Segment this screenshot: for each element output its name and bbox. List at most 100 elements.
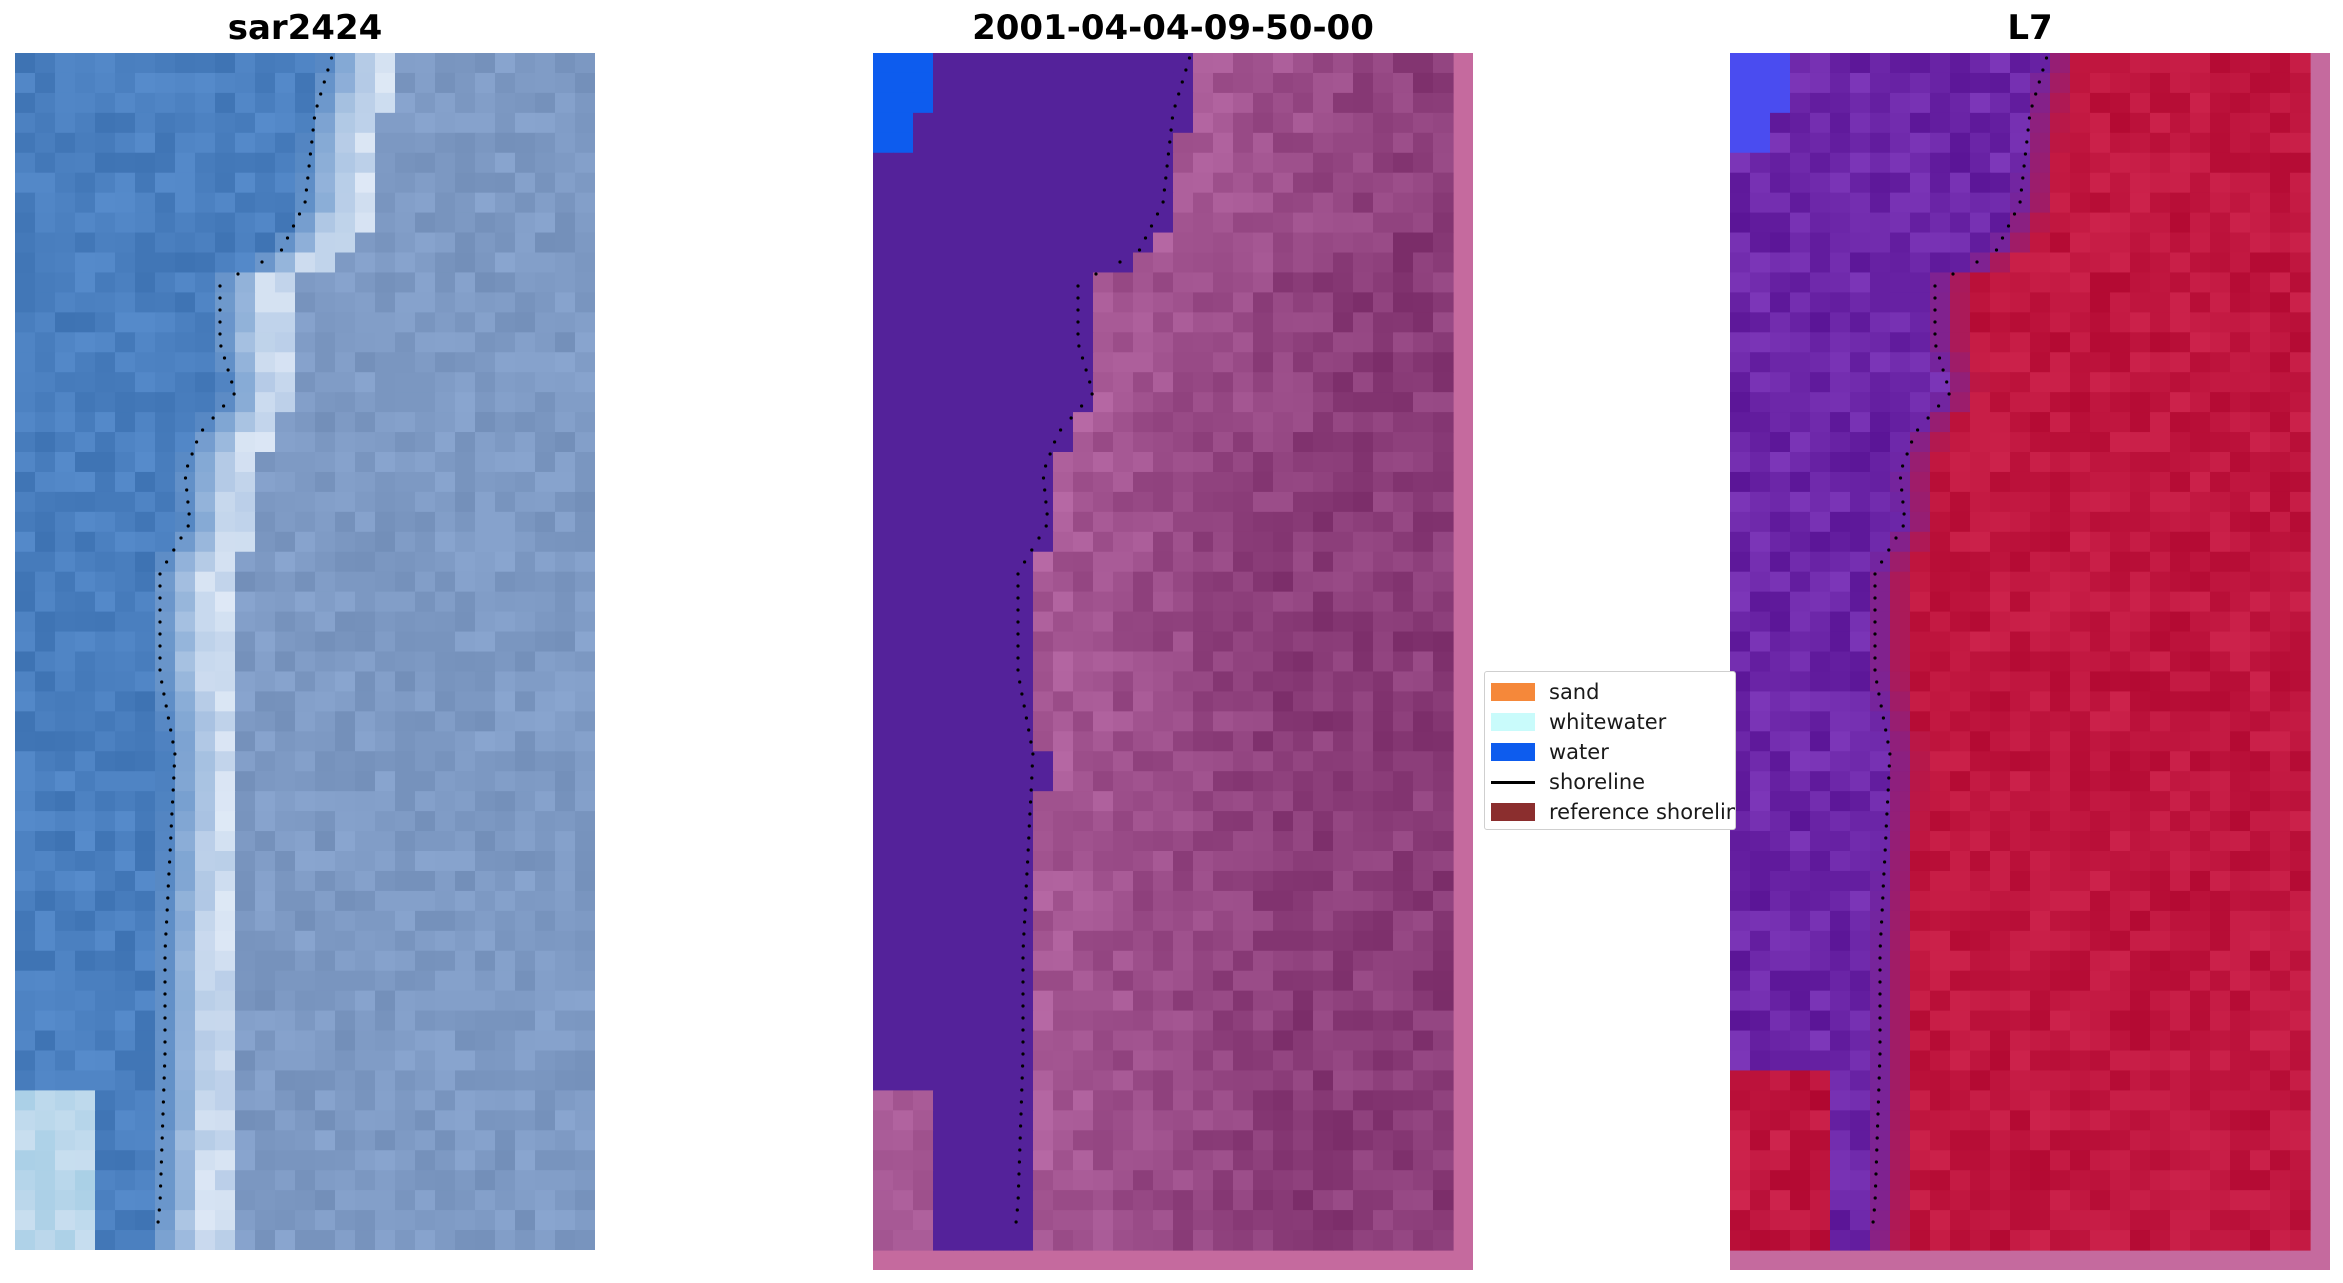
shoreline-point (158, 656, 162, 660)
shoreline-point (169, 728, 173, 732)
legend-label: reference shoreline (1549, 800, 1736, 824)
shoreline-point (158, 584, 162, 588)
shoreline-point (1871, 1220, 1875, 1224)
shoreline-point (162, 1088, 166, 1092)
shoreline-point (222, 404, 226, 408)
shoreline-point (1873, 596, 1877, 600)
shoreline-point (1873, 1196, 1877, 1200)
shoreline-point (1021, 1028, 1025, 1032)
shoreline-point (1873, 620, 1877, 624)
shoreline-point (218, 320, 222, 324)
shoreline-point (1031, 752, 1035, 756)
shoreline-dots (1014, 56, 1192, 1224)
shoreline-point (1945, 380, 1949, 384)
shoreline-point (1878, 1004, 1882, 1008)
shoreline-point (1878, 956, 1882, 960)
shoreline-point (2027, 116, 2031, 120)
shoreline-point (1886, 800, 1890, 804)
shoreline-point (1018, 1136, 1022, 1140)
shoreline-point (1901, 464, 1905, 468)
shoreline-point (1873, 572, 1877, 576)
shoreline-point (162, 692, 166, 696)
shoreline-point (1165, 164, 1169, 168)
shoreline-point (1027, 728, 1031, 732)
shoreline-point (1020, 692, 1024, 696)
shoreline-point (166, 716, 170, 720)
shoreline-point (1873, 644, 1877, 648)
shoreline-point (1877, 692, 1881, 696)
shoreline-point (2021, 176, 2025, 180)
rgb-image (15, 53, 595, 1250)
shoreline-point (1933, 320, 1937, 324)
shoreline-point (1876, 1124, 1880, 1128)
shoreline-point (1090, 392, 1094, 396)
shoreline-point (1934, 344, 1938, 348)
panel-title-rgb: sar2424 (227, 8, 383, 48)
shoreline-point (306, 176, 310, 180)
shoreline-point (1169, 128, 1173, 132)
shoreline-point (1877, 1088, 1881, 1092)
shoreline-point (1029, 740, 1033, 744)
shoreline-point (1029, 800, 1033, 804)
shoreline-point (171, 800, 175, 804)
shoreline-point (163, 980, 167, 984)
shoreline-point (315, 104, 319, 108)
shoreline-point (163, 944, 167, 948)
shoreline-point (236, 272, 240, 276)
shoreline-point (1025, 872, 1029, 876)
shoreline-point (160, 680, 164, 684)
shoreline-point (1021, 992, 1025, 996)
shoreline-point (1028, 812, 1032, 816)
index-image (1730, 53, 2330, 1270)
reference-shoreline-swatch (1491, 803, 1535, 821)
shoreline-point (1898, 476, 1903, 480)
shoreline-point (1886, 788, 1890, 792)
shoreline-point (2023, 152, 2027, 156)
shoreline-point (1187, 56, 1192, 60)
shoreline-point (158, 608, 162, 612)
shoreline-point (285, 236, 290, 240)
shoreline-point (172, 776, 176, 780)
shoreline-point (1168, 140, 1172, 144)
shoreline-point (311, 128, 315, 132)
shoreline-point (1161, 200, 1165, 204)
shoreline-point (218, 284, 222, 288)
shoreline-line-icon (1491, 781, 1535, 784)
shoreline-point (1873, 632, 1877, 636)
shoreline-point (1166, 152, 1170, 156)
shoreline-point (1883, 860, 1887, 864)
shoreline-point (1873, 584, 1877, 588)
shoreline-point (1933, 332, 1937, 336)
shoreline-point (1876, 1112, 1880, 1116)
shoreline-point (160, 1148, 164, 1152)
shoreline-point (1170, 116, 1174, 120)
shoreline-point (230, 380, 234, 384)
shoreline-point (1018, 680, 1022, 684)
shoreline-point (1044, 524, 1048, 528)
shoreline-point (1076, 296, 1080, 300)
shoreline-point (1045, 512, 1049, 516)
shoreline-point (1017, 1172, 1021, 1176)
shoreline-point (1077, 344, 1081, 348)
shoreline-point (1926, 416, 1930, 420)
shoreline-dots (1871, 56, 2049, 1224)
shoreline-point (1884, 728, 1888, 732)
shoreline-point (1888, 752, 1892, 756)
shoreline-point (2019, 188, 2023, 192)
shoreline-point (1024, 896, 1028, 900)
shoreline-point (1876, 1100, 1880, 1104)
shoreline-point (1016, 572, 1020, 576)
shoreline-point (1015, 1208, 1019, 1212)
shoreline-point (1875, 1148, 1879, 1152)
shoreline-point (308, 152, 312, 156)
shoreline-point (1026, 860, 1030, 864)
shoreline-point (159, 1160, 163, 1164)
shoreline-point (1878, 944, 1882, 948)
shoreline-point (304, 188, 308, 192)
shoreline-point (1164, 176, 1168, 180)
shoreline-point (1873, 656, 1877, 660)
shoreline-point (1177, 92, 1181, 96)
shoreline-point (2022, 164, 2026, 168)
shoreline-point (2012, 212, 2017, 216)
shoreline-point (326, 68, 330, 72)
